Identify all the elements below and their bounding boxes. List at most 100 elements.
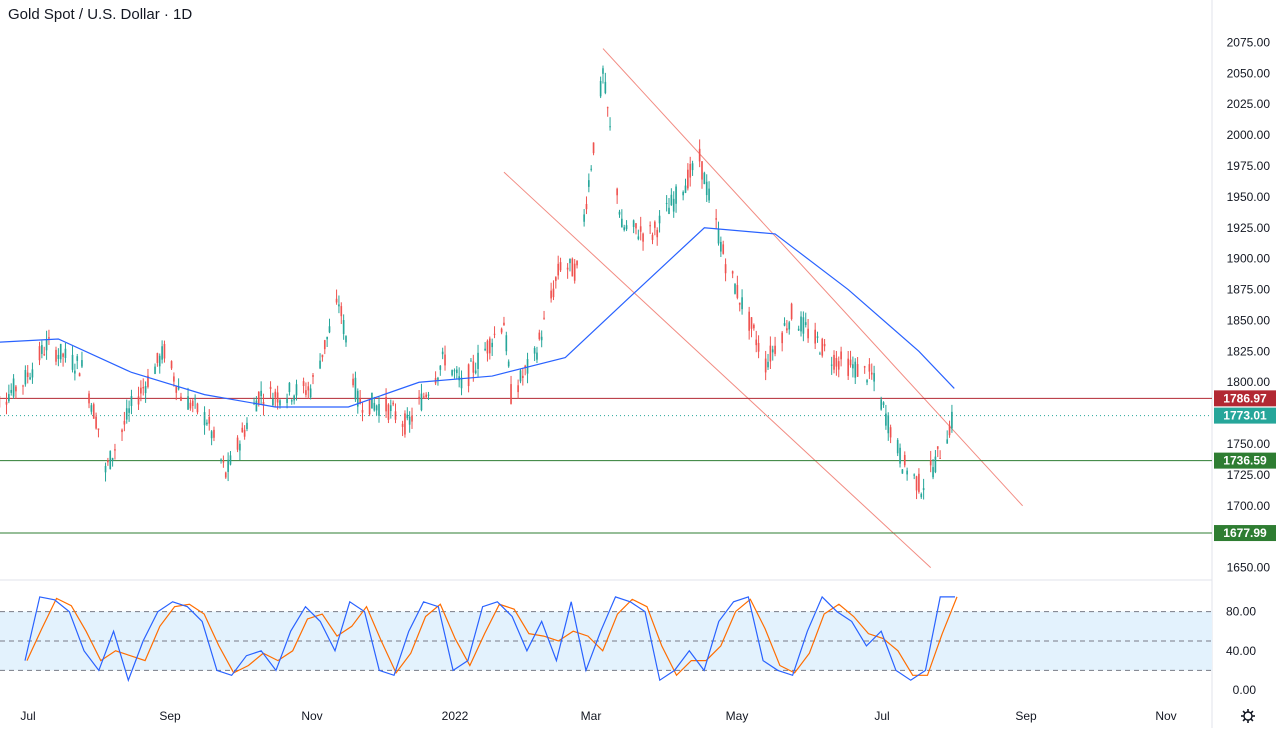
candle-body[interactable] <box>194 398 196 399</box>
candle-body[interactable] <box>41 345 43 354</box>
candle-body[interactable] <box>98 428 100 429</box>
candle-body[interactable] <box>58 355 60 359</box>
candle-body[interactable] <box>873 373 875 381</box>
candle-body[interactable] <box>338 304 340 306</box>
candle-body[interactable] <box>140 388 142 394</box>
candle-body[interactable] <box>74 371 76 374</box>
candle-body[interactable] <box>590 169 592 170</box>
candle-body[interactable] <box>692 163 694 170</box>
candle-body[interactable] <box>675 187 677 204</box>
candle-body[interactable] <box>6 402 8 405</box>
candle-body[interactable] <box>687 170 689 189</box>
candle-body[interactable] <box>244 430 246 437</box>
candle-body[interactable] <box>55 350 57 362</box>
candle-body[interactable] <box>854 362 856 378</box>
candle-body[interactable] <box>715 218 717 220</box>
candle-body[interactable] <box>904 455 906 465</box>
candle-body[interactable] <box>227 460 229 472</box>
candle-body[interactable] <box>211 431 213 438</box>
candle-body[interactable] <box>303 381 305 386</box>
candle-body[interactable] <box>739 303 741 305</box>
candle-body[interactable] <box>930 460 932 465</box>
candle-body[interactable] <box>654 222 656 228</box>
candle-body[interactable] <box>39 346 41 360</box>
candle-body[interactable] <box>208 417 210 424</box>
candle-body[interactable] <box>29 377 31 379</box>
candle-body[interactable] <box>324 340 326 349</box>
candle-body[interactable] <box>107 461 109 463</box>
candle-body[interactable] <box>187 396 189 409</box>
candle-body[interactable] <box>772 349 774 352</box>
candle-body[interactable] <box>10 390 12 393</box>
candle-body[interactable] <box>774 346 776 354</box>
candle-body[interactable] <box>444 355 446 366</box>
candle-body[interactable] <box>734 284 736 294</box>
candle-body[interactable] <box>225 472 227 477</box>
candle-body[interactable] <box>788 322 790 329</box>
candle-body[interactable] <box>906 471 908 475</box>
candle-body[interactable] <box>937 446 939 449</box>
candle-body[interactable] <box>869 364 871 371</box>
candle-body[interactable] <box>923 488 925 490</box>
candle-body[interactable] <box>755 340 757 346</box>
candle-body[interactable] <box>206 423 208 425</box>
candle-body[interactable] <box>541 337 543 340</box>
candle-body[interactable] <box>190 403 192 409</box>
candle-body[interactable] <box>173 376 175 381</box>
candle-body[interactable] <box>920 494 922 497</box>
candle-body[interactable] <box>652 235 654 240</box>
candle-body[interactable] <box>62 354 64 357</box>
candle-body[interactable] <box>609 126 611 127</box>
candle-body[interactable] <box>946 439 948 443</box>
candle-body[interactable] <box>673 199 675 212</box>
candle-body[interactable] <box>640 226 642 231</box>
candle-body[interactable] <box>157 353 159 363</box>
candle-body[interactable] <box>404 413 406 434</box>
candle-body[interactable] <box>560 262 562 270</box>
candle-body[interactable] <box>105 466 107 472</box>
candle-body[interactable] <box>864 366 866 367</box>
candle-body[interactable] <box>557 264 559 276</box>
candle-body[interactable] <box>741 297 743 309</box>
candle-body[interactable] <box>472 361 474 372</box>
candle-body[interactable] <box>402 424 404 427</box>
candle-body[interactable] <box>355 378 357 400</box>
candle-body[interactable] <box>852 364 854 368</box>
candle-body[interactable] <box>880 399 882 409</box>
candle-body[interactable] <box>593 143 595 154</box>
candle-body[interactable] <box>621 219 623 228</box>
candle-body[interactable] <box>939 458 941 459</box>
candle-body[interactable] <box>95 417 97 429</box>
candle-body[interactable] <box>454 370 456 371</box>
candle-body[interactable] <box>725 264 727 273</box>
candle-body[interactable] <box>72 355 74 370</box>
candle-body[interactable] <box>704 173 706 184</box>
candle-body[interactable] <box>633 220 635 227</box>
candle-body[interactable] <box>126 408 128 419</box>
candle-body[interactable] <box>847 359 849 376</box>
candle-body[interactable] <box>468 364 470 386</box>
candle-body[interactable] <box>510 384 512 404</box>
candle-body[interactable] <box>213 430 215 438</box>
candle-body[interactable] <box>600 81 602 96</box>
candle-body[interactable] <box>932 467 934 477</box>
candle-body[interactable] <box>442 352 444 355</box>
candle-body[interactable] <box>602 68 604 74</box>
candle-body[interactable] <box>246 423 248 429</box>
candle-body[interactable] <box>343 320 345 334</box>
candle-body[interactable] <box>616 189 618 196</box>
candle-body[interactable] <box>659 216 661 224</box>
candle-body[interactable] <box>838 361 840 369</box>
candle-body[interactable] <box>821 339 823 356</box>
candle-body[interactable] <box>534 348 536 354</box>
candle-body[interactable] <box>784 323 786 326</box>
candle-body[interactable] <box>319 361 321 369</box>
candle-body[interactable] <box>437 378 439 380</box>
candle-body[interactable] <box>522 376 524 378</box>
candle-body[interactable] <box>362 410 364 413</box>
candle-body[interactable] <box>428 395 430 396</box>
candle-body[interactable] <box>883 402 885 405</box>
candle-body[interactable] <box>649 225 651 226</box>
candle-body[interactable] <box>411 416 413 422</box>
